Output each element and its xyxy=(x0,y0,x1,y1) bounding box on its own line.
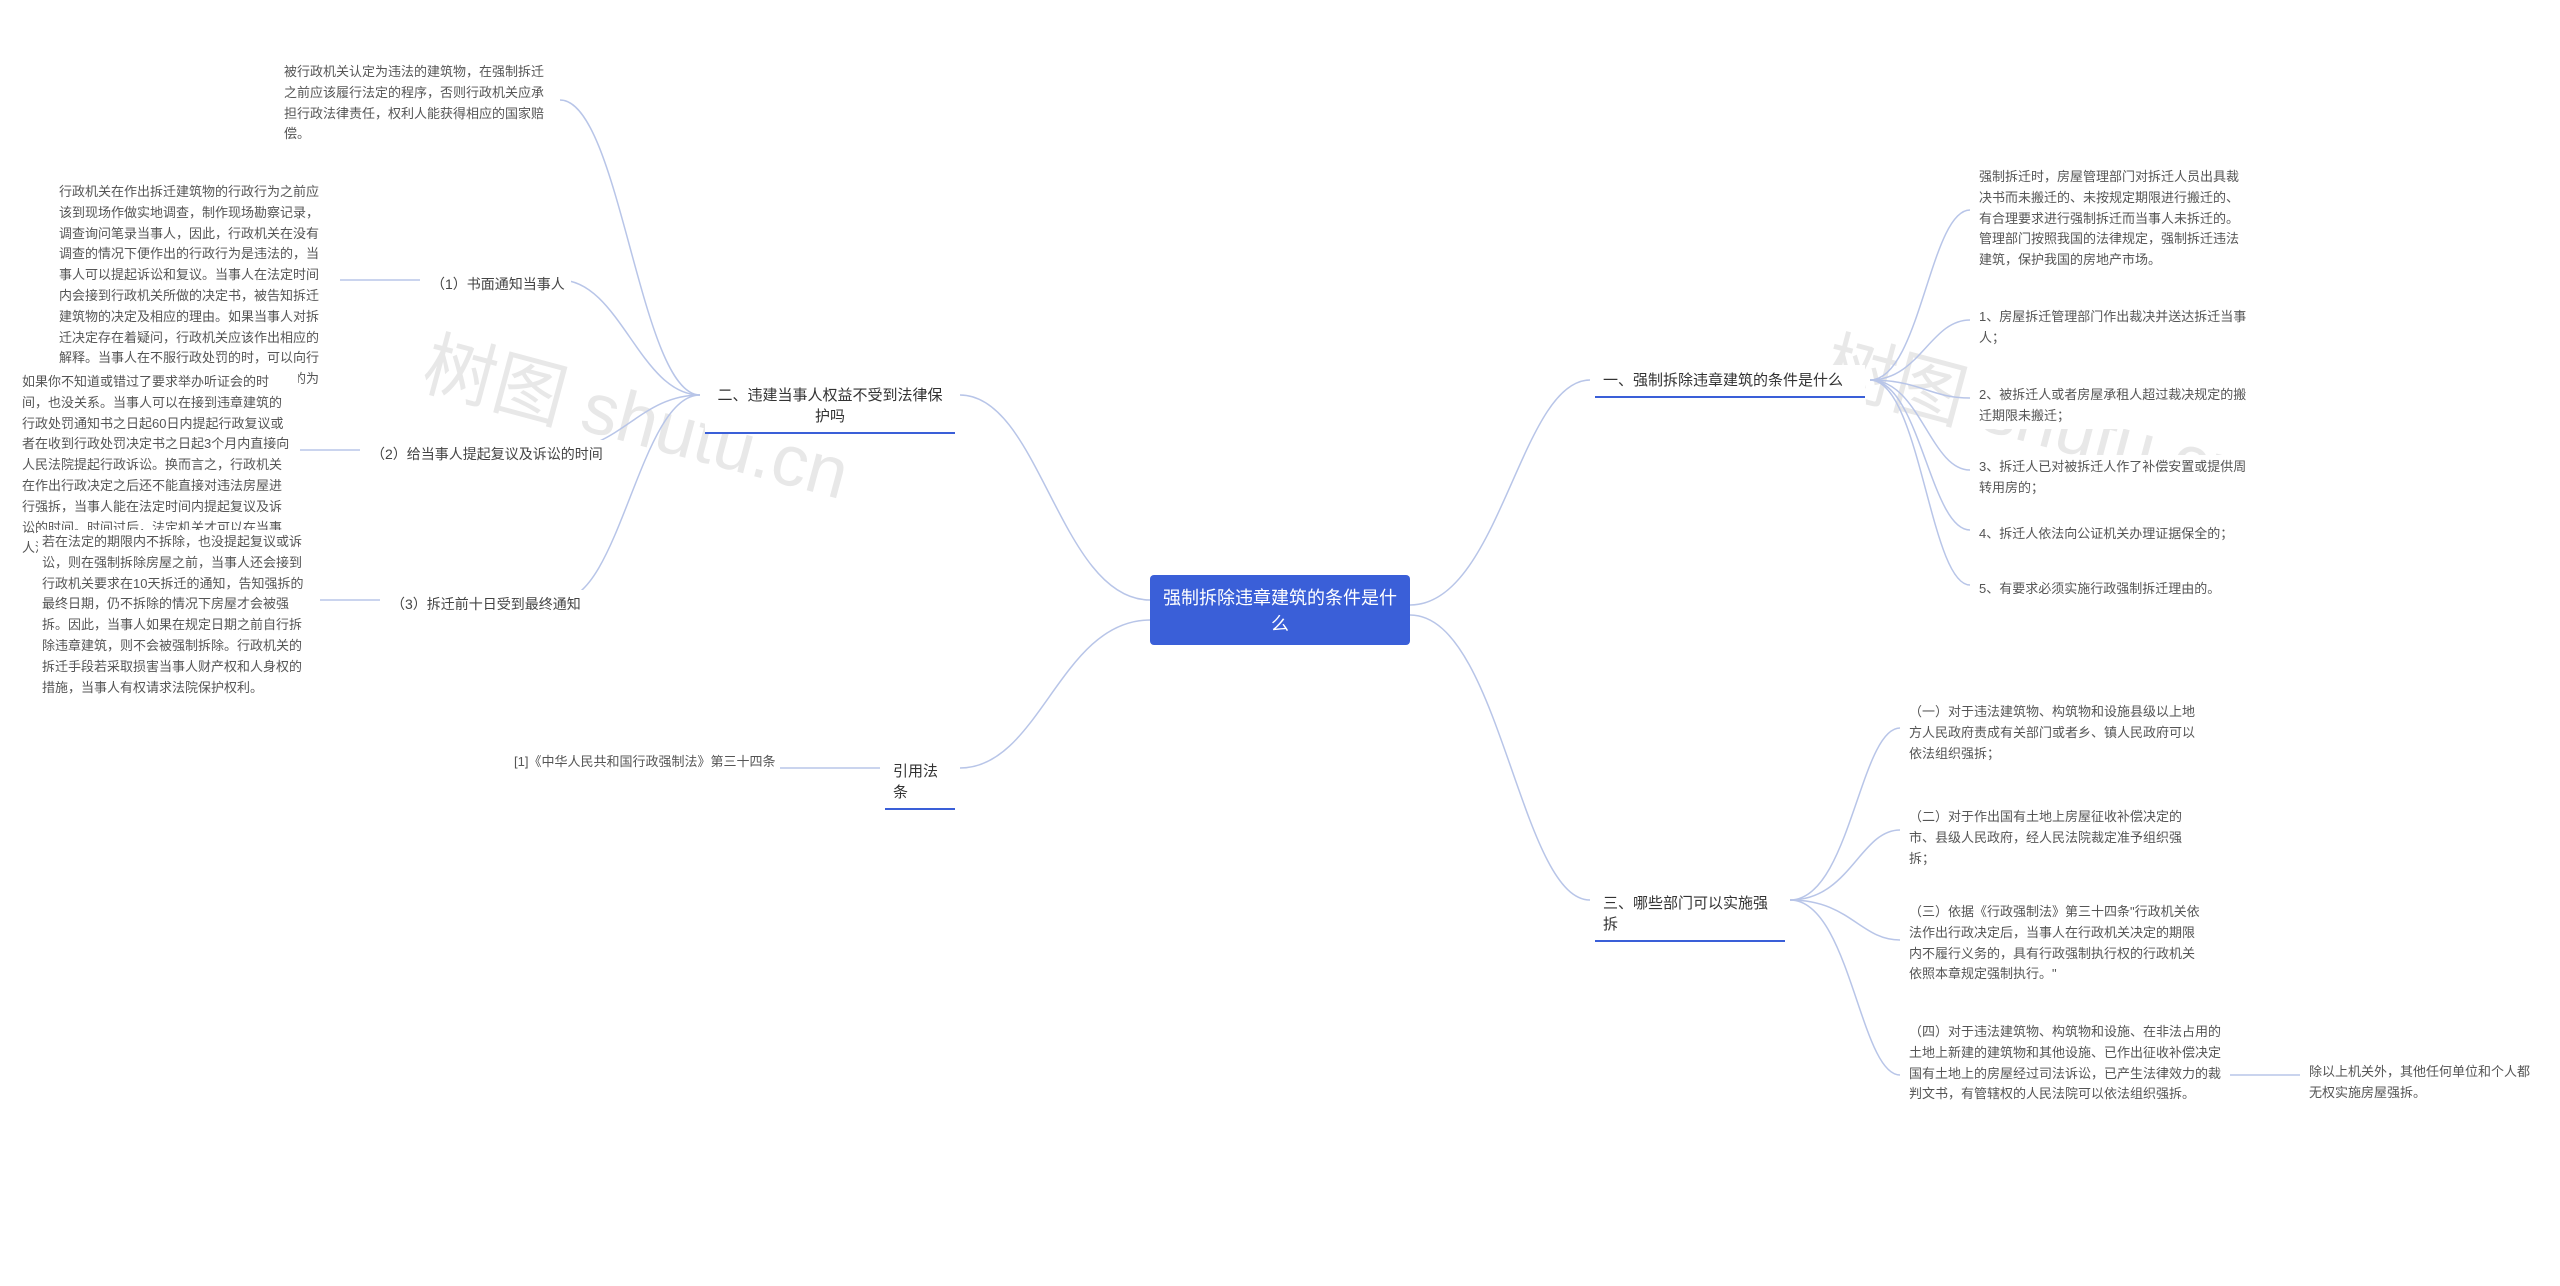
section1-item-4: 4、拆迁人依法向公证机关办理证据保全的； xyxy=(1975,522,2255,547)
section3-item-4: （四）对于违法建筑物、构筑物和设施、在非法占用的土地上新建的建筑物和其他设施、已… xyxy=(1905,1020,2225,1107)
section1-item-5: 5、有要求必须实施行政强制拆迁理由的。 xyxy=(1975,577,2255,602)
section1-intro: 强制拆迁时，房屋管理部门对拆迁人员出具裁决书而未搬迁的、未按规定期限进行搬迁的、… xyxy=(1975,165,2255,273)
section3-title: 三、哪些部门可以实施强拆 xyxy=(1603,895,1768,933)
citation-text: [1]《中华人民共和国行政强制法》第三十四条 xyxy=(510,750,780,775)
section2-intro: 被行政机关认定为违法的建筑物，在强制拆迁之前应该履行法定的程序，否则行政机关应承… xyxy=(280,60,560,147)
section2-title: 二、违建当事人权益不受到法律保护吗 xyxy=(717,387,942,425)
section2-sub3-text: 若在法定的期限内不拆除，也没提起复议或诉讼，则在强制拆除房屋之前，当事人还会接到… xyxy=(38,530,318,700)
section3-item-3: （三）依据《行政强制法》第三十四条"行政机关依法作出行政决定后，当事人在行政机关… xyxy=(1905,900,2205,987)
section2-sub2-label: （2）给当事人提起复议及诉讼的时间 xyxy=(365,440,609,468)
branch-citation: 引用法条 xyxy=(885,756,955,810)
root-title: 强制拆除违章建筑的条件是什么 xyxy=(1158,584,1402,636)
branch-section2: 二、违建当事人权益不受到法律保护吗 xyxy=(705,380,955,434)
section3-item-2: （二）对于作出国有土地上房屋征收补偿决定的市、县级人民政府，经人民法院裁定准予组… xyxy=(1905,805,2205,871)
section1-title: 一、强制拆除违章建筑的条件是什么 xyxy=(1603,372,1843,389)
section2-sub3-label: （3）拆迁前十日受到最终通知 xyxy=(385,590,587,618)
branch-section3: 三、哪些部门可以实施强拆 xyxy=(1595,888,1785,942)
section1-item-2: 2、被拆迁人或者房屋承租人超过裁决规定的搬迁期限未搬迁； xyxy=(1975,383,2255,429)
root-node: 强制拆除违章建筑的条件是什么 xyxy=(1150,575,1410,645)
section1-item-1: 1、房屋拆迁管理部门作出裁决并送达拆迁当事人； xyxy=(1975,305,2255,351)
branch-section1: 一、强制拆除违章建筑的条件是什么 xyxy=(1595,365,1865,398)
citation-title: 引用法条 xyxy=(893,763,938,801)
section3-tail: 除以上机关外，其他任何单位和个人都无权实施房屋强拆。 xyxy=(2305,1060,2545,1106)
section2-sub1-label: （1）书面通知当事人 xyxy=(425,270,571,298)
section1-item-3: 3、拆迁人已对被拆迁人作了补偿安置或提供周转用房的； xyxy=(1975,455,2255,501)
section3-item-1: （一）对于违法建筑物、构筑物和设施县级以上地方人民政府责成有关部门或者乡、镇人民… xyxy=(1905,700,2205,766)
